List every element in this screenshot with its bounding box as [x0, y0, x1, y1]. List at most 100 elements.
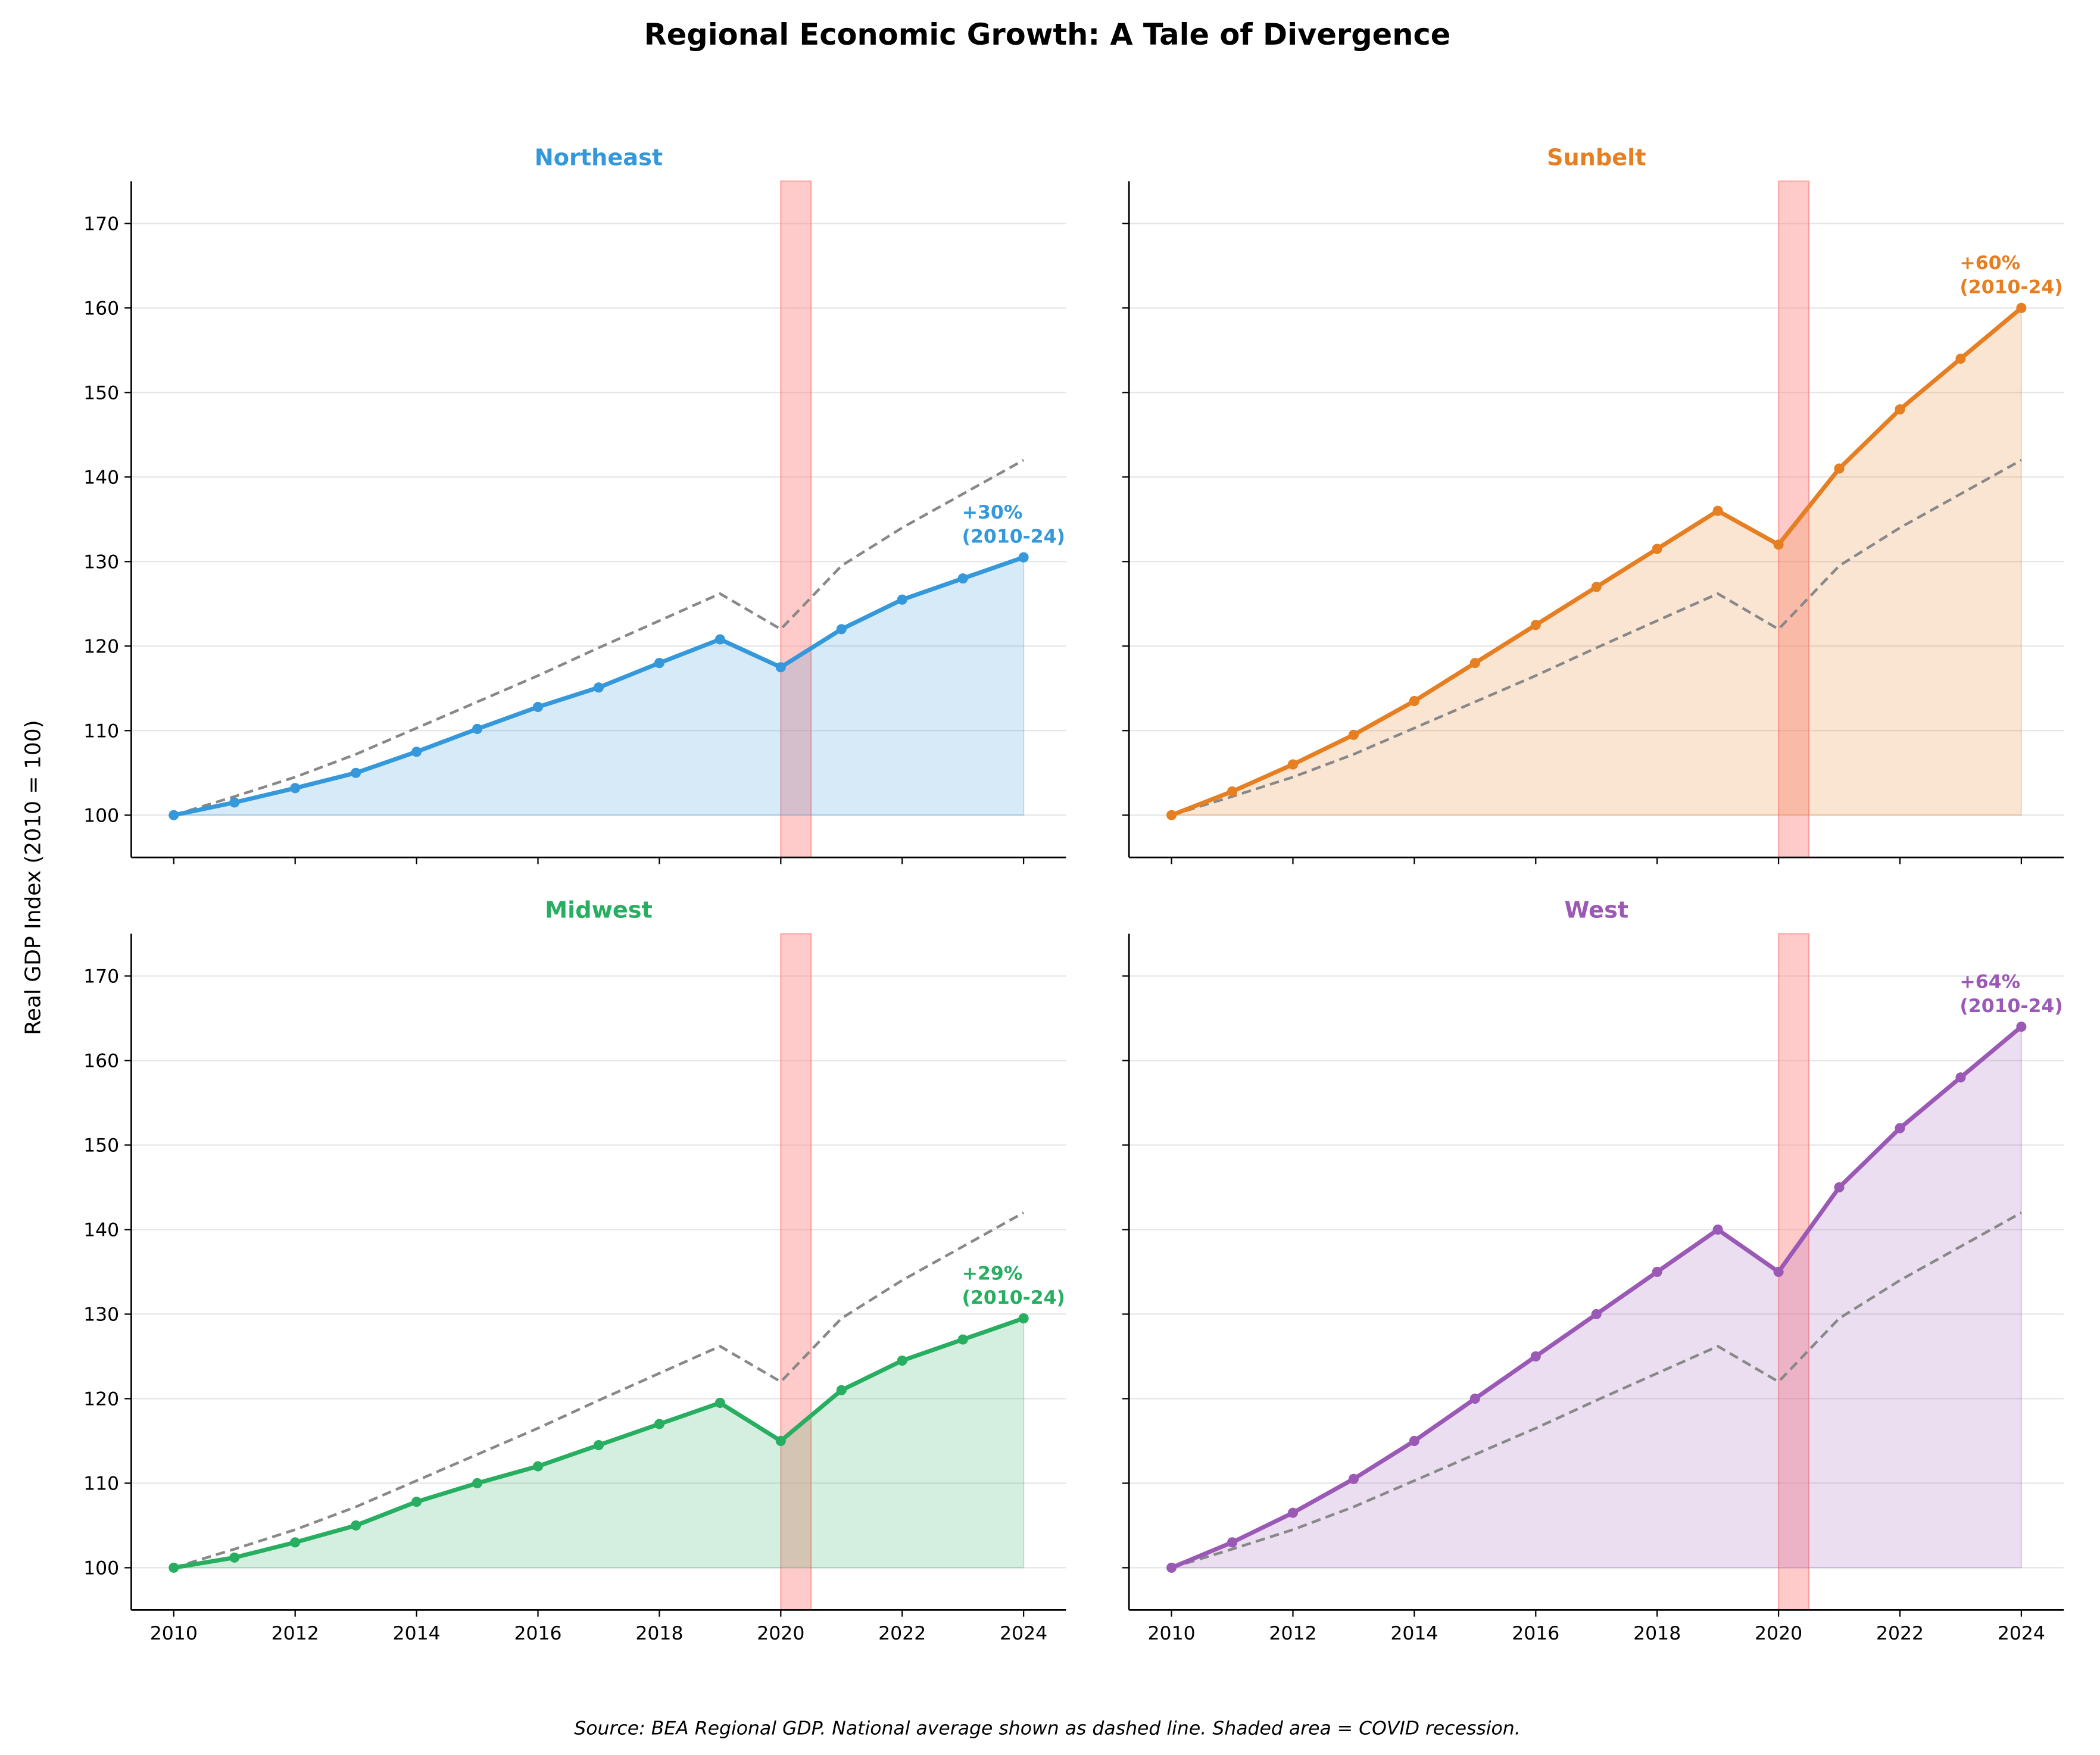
data-point	[1409, 1435, 1419, 1446]
y-tick-label: 150	[83, 383, 119, 404]
data-point	[593, 1439, 604, 1451]
data-point	[1712, 505, 1723, 516]
data-point	[1895, 1123, 1905, 1133]
data-point	[775, 662, 786, 673]
x-tick-label: 2012	[1269, 1623, 1316, 1644]
data-point	[1409, 696, 1419, 707]
data-point	[897, 594, 907, 605]
y-tick-label: 150	[83, 1135, 119, 1157]
data-point	[1652, 544, 1662, 554]
panel-northeast: 100 110 120 130 140 150 160 170 Northeast +30% (20…	[83, 145, 1066, 864]
y-tick-label: 120	[83, 636, 119, 658]
y-tick-label: 130	[83, 1304, 119, 1326]
panel-midwest: 100 110 120 130 140 150 160 170 2010 2012 2014 2016…	[83, 897, 1066, 1644]
data-point	[836, 1385, 847, 1395]
y-tick-label: 110	[83, 1473, 119, 1495]
y-axis-label: Real GDP Index (2010 = 100)	[21, 720, 45, 1035]
panel-title: Northeast	[535, 145, 663, 171]
data-point	[1227, 1537, 1238, 1548]
x-tick-label: 2014	[393, 1623, 441, 1644]
x-tick-label: 2018	[1633, 1623, 1681, 1644]
data-point	[169, 1562, 179, 1573]
area-fill	[1171, 1025, 2023, 1569]
data-point	[1018, 552, 1029, 563]
data-point	[1227, 786, 1238, 797]
data-point	[351, 767, 361, 778]
data-point	[654, 1419, 664, 1429]
data-point	[1469, 658, 1480, 669]
data-point	[472, 723, 483, 734]
panel-title: Midwest	[545, 897, 653, 923]
data-point	[411, 1497, 422, 1507]
data-point	[775, 1435, 786, 1446]
x-tick-label: 2024	[1000, 1623, 1047, 1644]
data-point	[1591, 1309, 1602, 1319]
data-point	[1591, 582, 1602, 592]
y-tick-label: 120	[83, 1389, 119, 1410]
growth-annotation-period: (2010-24)	[1959, 995, 2062, 1017]
y-tick-label: 110	[83, 721, 119, 742]
panel-sunbelt: Sunbelt +60% (2010-24)	[1122, 145, 2064, 864]
covid-shade	[780, 180, 812, 858]
growth-annotation-period: (2010-24)	[962, 526, 1065, 547]
growth-annotation-period: (2010-24)	[1959, 277, 2062, 298]
x-tick-label: 2010	[1148, 1623, 1196, 1644]
data-point	[1287, 1507, 1299, 1518]
data-point	[1712, 1224, 1723, 1235]
y-tick-label: 160	[83, 1051, 119, 1072]
data-point	[1834, 1182, 1845, 1192]
data-point	[411, 747, 422, 757]
growth-annotation: +29%	[962, 1263, 1023, 1284]
data-point	[1773, 1266, 1784, 1277]
x-tick-label: 2014	[1390, 1623, 1438, 1644]
national-average-line	[173, 458, 1025, 817]
growth-annotation: +60%	[1959, 252, 2020, 274]
national-average-line	[1171, 1211, 2022, 1569]
data-point	[1955, 353, 1966, 364]
x-tick-label: 2016	[514, 1623, 561, 1644]
panel-title: West	[1564, 897, 1628, 923]
x-tick-label: 2022	[878, 1623, 926, 1644]
data-point	[290, 1537, 301, 1548]
data-point	[2016, 302, 2027, 313]
data-point	[1652, 1266, 1662, 1277]
y-tick-label: 130	[83, 552, 119, 573]
footnote: Source: BEA Regional GDP. National avera…	[574, 1718, 1520, 1740]
data-point	[532, 1461, 544, 1472]
data-point	[1348, 729, 1359, 740]
data-point	[229, 1552, 240, 1563]
y-tick-label: 160	[83, 298, 119, 320]
y-tick-label: 140	[83, 467, 119, 489]
data-point	[714, 1397, 725, 1409]
covid-shade	[780, 933, 812, 1611]
data-point	[1348, 1473, 1359, 1484]
x-tick-label: 2018	[635, 1623, 683, 1644]
chart-title: Regional Economic Growth: A Tale of Dive…	[644, 17, 1451, 52]
data-point	[2016, 1022, 2027, 1032]
x-tick-label: 2020	[757, 1623, 804, 1644]
data-point	[593, 682, 604, 693]
data-point	[1530, 620, 1541, 630]
data-point	[532, 701, 544, 713]
growth-annotation: +30%	[962, 502, 1023, 523]
data-point	[351, 1520, 361, 1531]
covid-shade	[1777, 180, 1810, 858]
x-tick-label: 2022	[1876, 1623, 1924, 1644]
national-average-line	[173, 1211, 1025, 1569]
data-point	[229, 797, 240, 808]
data-point	[1166, 1562, 1177, 1573]
data-point	[1773, 539, 1784, 550]
data-point	[654, 658, 664, 669]
growth-annotation: +64%	[1959, 971, 2020, 992]
data-point	[472, 1478, 483, 1488]
data-point	[290, 783, 301, 794]
data-point	[169, 810, 179, 820]
y-tick-label: 140	[83, 1220, 119, 1241]
data-point	[714, 634, 725, 645]
data-point	[1530, 1351, 1541, 1361]
y-tick-label: 170	[83, 214, 119, 235]
x-tick-label: 2020	[1755, 1623, 1802, 1644]
data-point	[1469, 1393, 1480, 1404]
panel-west: 2010 2012 2014 2016 2018 2020 2022 2024 West +64%…	[1122, 897, 2064, 1644]
